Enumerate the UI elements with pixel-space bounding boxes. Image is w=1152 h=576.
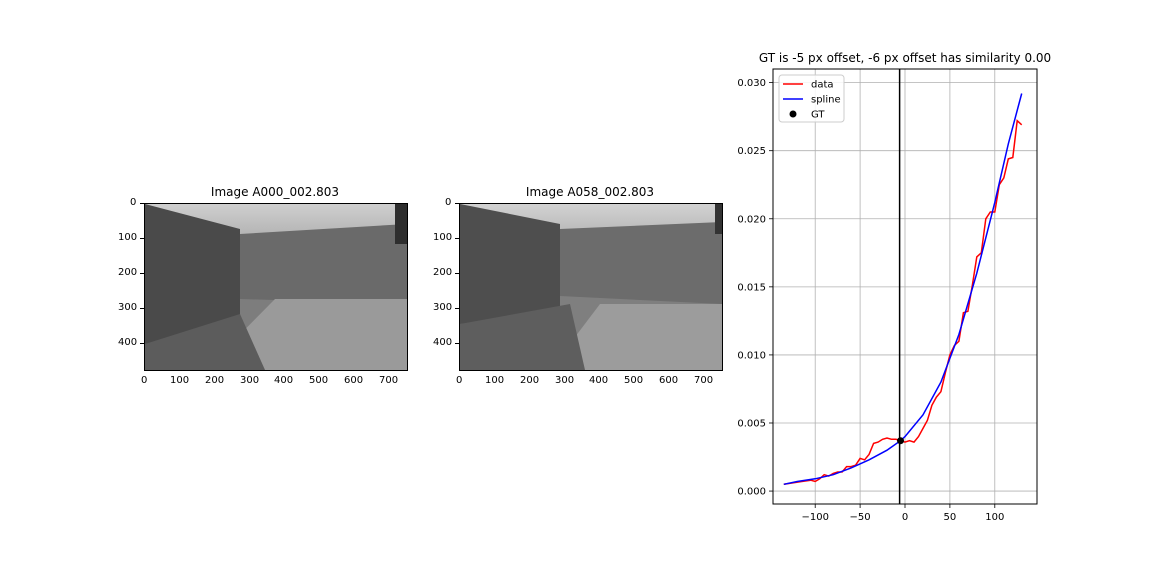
- middle-x-tick: 500: [624, 375, 644, 386]
- x-tick-label: 100: [985, 512, 1004, 523]
- y-tick-label: 0.025: [737, 146, 766, 157]
- chart-title: GT is -5 px offset, -6 px offset has sim…: [758, 51, 1052, 65]
- middle-x-tick: 200: [520, 375, 540, 386]
- left-x-tick: 300: [240, 375, 260, 386]
- middle-y-tick: 200: [433, 267, 453, 278]
- middle-x-tick: 100: [485, 375, 505, 386]
- x-tick-label: −100: [801, 512, 828, 523]
- series-line-spline: [783, 93, 1023, 486]
- legend-label-data: data: [811, 80, 834, 91]
- left-y-tick: 300: [118, 302, 138, 313]
- middle-garden-image: [460, 204, 722, 370]
- middle-image: [459, 203, 723, 371]
- x-tick-label: 50: [944, 512, 957, 523]
- left-x-tick: 0: [141, 375, 148, 386]
- middle-y-tick: 0: [445, 197, 452, 208]
- middle-image-title: Image A058_002.803: [525, 185, 655, 199]
- legend-box: [778, 74, 845, 123]
- legend-swatch-GT: [789, 110, 797, 118]
- y-tick-label: 0.005: [737, 418, 766, 429]
- legend-label-spline: spline: [811, 95, 841, 106]
- left-image-title: Image A000_002.803: [210, 185, 340, 199]
- y-tick-label: 0.030: [737, 78, 766, 89]
- x-tick-label: −50: [850, 512, 871, 523]
- left-x-tick: 200: [205, 375, 225, 386]
- y-tick-label: 0.000: [737, 487, 766, 498]
- y-tick-label: 0.020: [737, 214, 766, 225]
- middle-x-tick: 700: [694, 375, 714, 386]
- left-x-tick: 500: [309, 375, 329, 386]
- similarity-chart: −100 −50 0 50 100 0.000 0.005 0.010 0.015 0.020 0.…: [737, 68, 1038, 523]
- y-tick-label: 0.010: [737, 350, 766, 361]
- x-tick-label: 0: [902, 512, 908, 523]
- left-y-tick: 0: [130, 197, 137, 208]
- left-x-tick: 600: [344, 375, 364, 386]
- middle-y-tick: 100: [433, 232, 453, 243]
- middle-x-tick: 0: [456, 375, 463, 386]
- left-garden-image: [145, 204, 407, 370]
- left-x-tick: 700: [379, 375, 399, 386]
- middle-y-tick: 300: [433, 302, 453, 313]
- series-line-data: [783, 119, 1023, 486]
- middle-x-tick: 400: [589, 375, 609, 386]
- left-image: [144, 203, 408, 371]
- middle-y-tick: 400: [433, 337, 453, 348]
- left-y-tick: 400: [118, 337, 138, 348]
- middle-x-tick: 300: [555, 375, 575, 386]
- left-y-tick: 200: [118, 267, 138, 278]
- middle-x-tick: 600: [659, 375, 679, 386]
- left-y-tick: 100: [118, 232, 138, 243]
- y-tick-label: 0.015: [737, 282, 766, 293]
- left-x-tick: 100: [170, 375, 190, 386]
- left-x-tick: 400: [274, 375, 294, 386]
- legend-label-GT: GT: [811, 110, 825, 121]
- marker-GT: [897, 437, 905, 445]
